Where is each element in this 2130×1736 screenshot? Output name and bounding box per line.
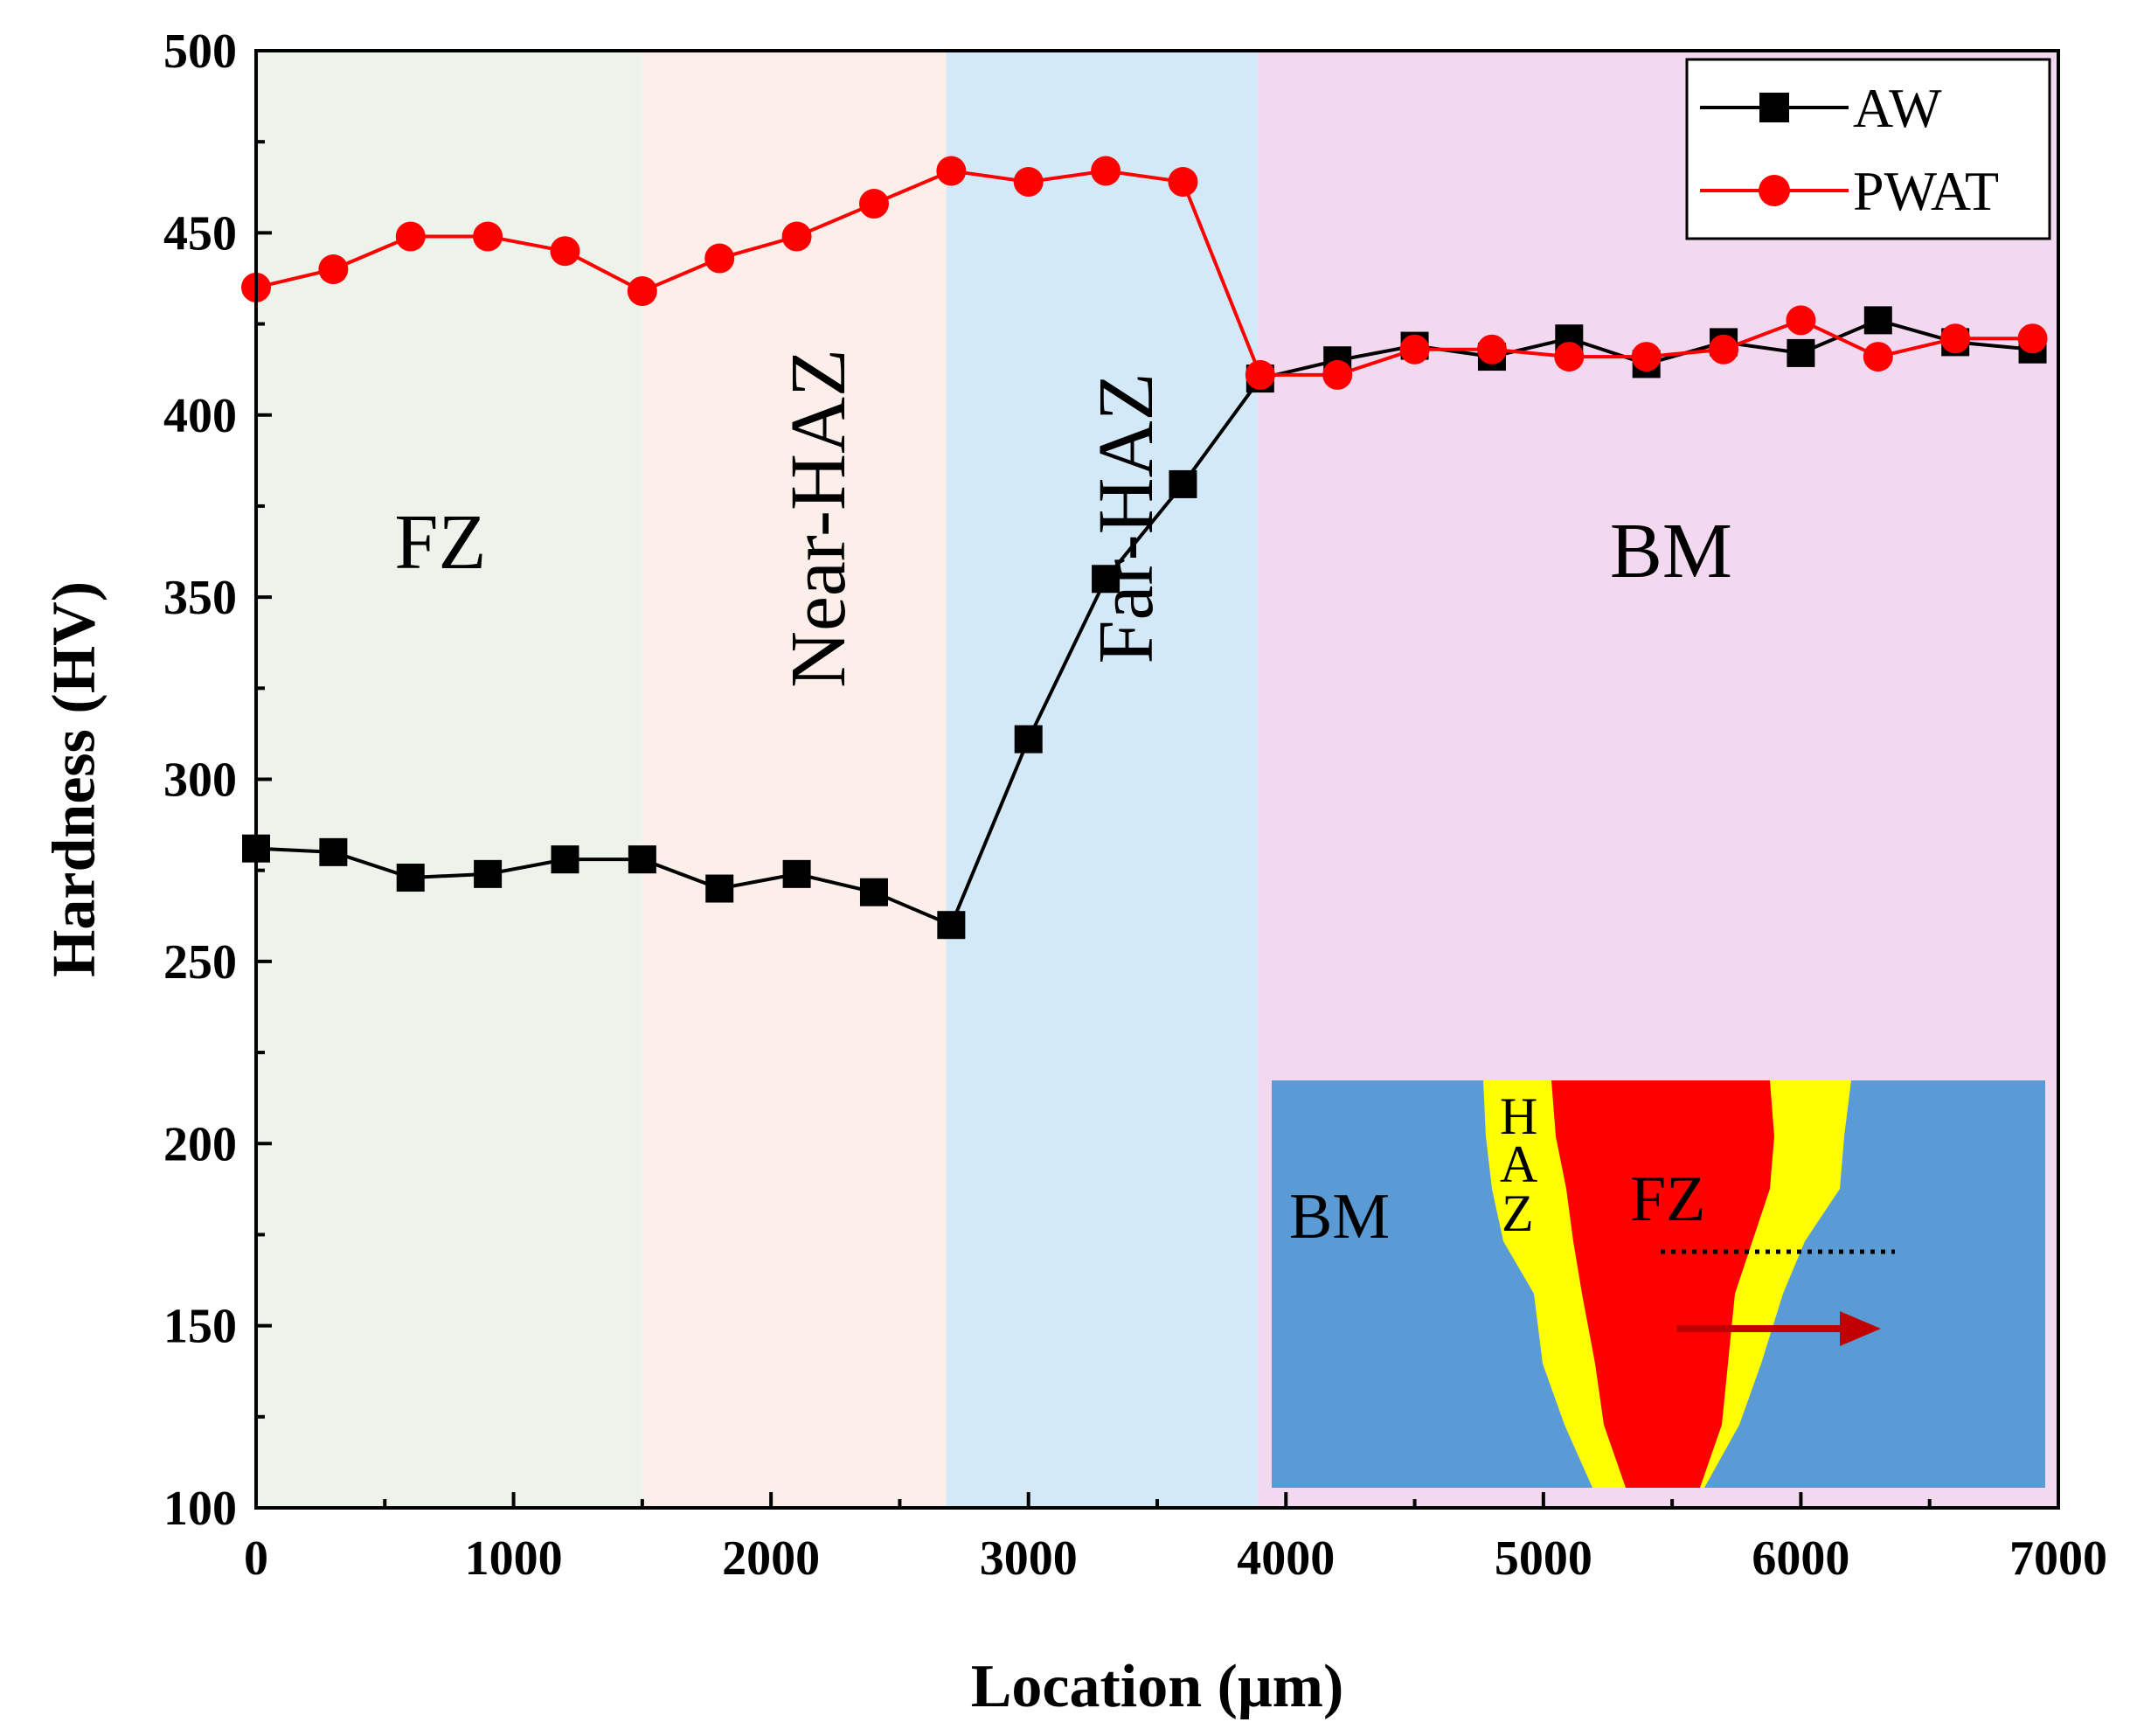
data-point-pwat (1940, 323, 1971, 354)
zone-labels: FZ Near-HAZ Far-HAZ BM (394, 349, 1732, 688)
data-point-aw (1787, 338, 1815, 367)
inset-fusion-zone (1551, 1080, 1774, 1488)
data-point-aw (474, 859, 503, 888)
legend-marker-aw (1759, 93, 1789, 122)
inset-fz-label: FZ (1630, 1163, 1705, 1235)
legend-label-aw: AW (1853, 77, 1942, 139)
y-tick-label: 100 (163, 1482, 237, 1536)
x-tick-label: 1000 (465, 1531, 563, 1586)
legend-label-pwat: PWAT (1853, 160, 1999, 222)
y-tick-label: 250 (163, 935, 237, 990)
y-tick-label: 400 (163, 389, 237, 443)
y-tick-label: 350 (163, 571, 237, 625)
region-label-fz: FZ (394, 499, 486, 586)
data-point-pwat (1786, 305, 1816, 336)
data-point-pwat (1476, 334, 1507, 365)
data-point-aw (628, 845, 656, 874)
y-tick-label: 150 (163, 1300, 237, 1354)
data-point-pwat (1554, 342, 1585, 372)
data-point-pwat (395, 221, 426, 252)
region-far-haz (946, 51, 1258, 1508)
x-tick-label: 6000 (1752, 1531, 1849, 1586)
data-point-pwat (781, 221, 812, 252)
data-point-pwat (858, 189, 889, 219)
data-point-pwat (1322, 359, 1353, 390)
region-near-haz (642, 51, 947, 1508)
data-point-pwat (1013, 167, 1044, 198)
y-axis-ticks: 100 150 200 250 300 350 400 450 500 (163, 24, 272, 1536)
data-point-aw (705, 874, 734, 903)
legend-marker-pwat (1759, 175, 1790, 206)
data-point-pwat (1091, 156, 1121, 186)
legend-box (1685, 58, 2051, 240)
inset-haz-label-a: A (1500, 1135, 1537, 1193)
data-point-pwat (550, 236, 580, 267)
x-tick-label: 7000 (2009, 1531, 2107, 1586)
x-tick-label: 0 (244, 1531, 268, 1586)
data-point-pwat (1399, 334, 1430, 365)
data-point-aw (1863, 306, 1892, 335)
x-tick-label: 5000 (1495, 1531, 1592, 1586)
inset-arrowhead (1840, 1311, 1881, 1346)
data-point-pwat (473, 221, 503, 252)
y-axis-title: Hardness (HV) (41, 581, 108, 977)
data-point-aw (859, 878, 888, 906)
data-point-pwat (1631, 342, 1662, 372)
x-tick-label: 4000 (1237, 1531, 1335, 1586)
x-axis-title: Location (μm) (971, 1653, 1344, 1720)
x-tick-label: 2000 (722, 1531, 820, 1586)
y-tick-label: 200 (163, 1117, 237, 1171)
y-tick-label: 500 (163, 24, 237, 79)
inset-haz-label-h: H (1500, 1087, 1537, 1145)
data-point-aw (937, 911, 966, 940)
inset-haz-label-z: Z (1502, 1184, 1534, 1242)
data-point-aw (551, 845, 579, 874)
region-label-near-haz: Near-HAZ (775, 349, 862, 688)
data-point-pwat (2017, 323, 2048, 354)
data-point-pwat (318, 254, 349, 285)
data-point-aw (396, 864, 425, 892)
series-markers (241, 156, 2048, 940)
data-point-aw (1092, 565, 1121, 594)
data-point-aw (1014, 725, 1043, 753)
data-point-aw (782, 859, 811, 888)
data-point-pwat (704, 243, 735, 274)
x-axis-ticks: 0 1000 2000 3000 4000 5000 6000 7000 (244, 1492, 2107, 1586)
data-point-pwat (1245, 359, 1275, 390)
legend: AW PWAT (1685, 58, 2051, 240)
data-point-aw (319, 837, 348, 866)
y-tick-label: 300 (163, 753, 237, 808)
data-point-pwat (936, 156, 967, 186)
inset-bm-label: BM (1289, 1181, 1390, 1253)
region-fz (256, 51, 642, 1508)
data-point-pwat (1863, 342, 1893, 372)
data-point-pwat (1709, 334, 1739, 365)
y-tick-label: 450 (163, 206, 237, 260)
data-point-aw (1169, 469, 1197, 498)
x-tick-label: 3000 (980, 1531, 1078, 1586)
region-label-bm: BM (1610, 508, 1732, 594)
data-point-pwat (1168, 167, 1198, 198)
data-point-pwat (627, 276, 657, 307)
weld-schematic-inset: BM FZ H A Z (1272, 1080, 2045, 1488)
